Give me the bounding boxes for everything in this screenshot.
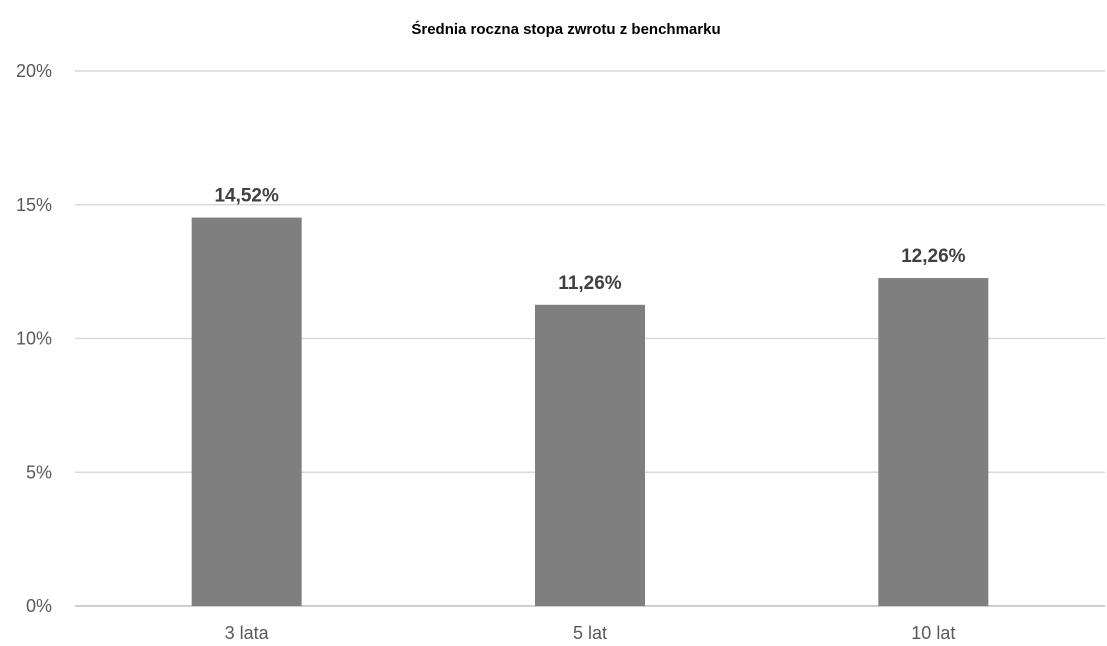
bar <box>878 278 989 606</box>
y-tick-label: 15% <box>16 195 52 215</box>
x-tick-label: 3 lata <box>225 623 270 643</box>
x-tick-label: 10 lat <box>911 623 955 643</box>
x-tick-label: 5 lat <box>573 623 607 643</box>
data-label: 12,26% <box>901 246 966 267</box>
chart-title: Średnia roczna stopa zwrotu z benchmarku <box>411 20 720 38</box>
y-tick-label: 5% <box>26 462 52 482</box>
data-label: 11,26% <box>558 273 621 294</box>
data-labels: 14,52% 11,26% 12,26% <box>214 186 965 294</box>
bar <box>535 304 645 606</box>
y-tick-label: 0% <box>26 596 52 616</box>
y-tick-label: 10% <box>16 329 52 349</box>
y-tick-label: 20% <box>16 61 52 81</box>
y-axis-ticks: 0% 5% 10% 15% 20% <box>16 61 52 616</box>
bar <box>191 217 302 606</box>
data-label: 14,52% <box>214 186 279 207</box>
x-axis-ticks: 3 lata 5 lat 10 lat <box>225 623 956 643</box>
bars <box>191 217 989 606</box>
